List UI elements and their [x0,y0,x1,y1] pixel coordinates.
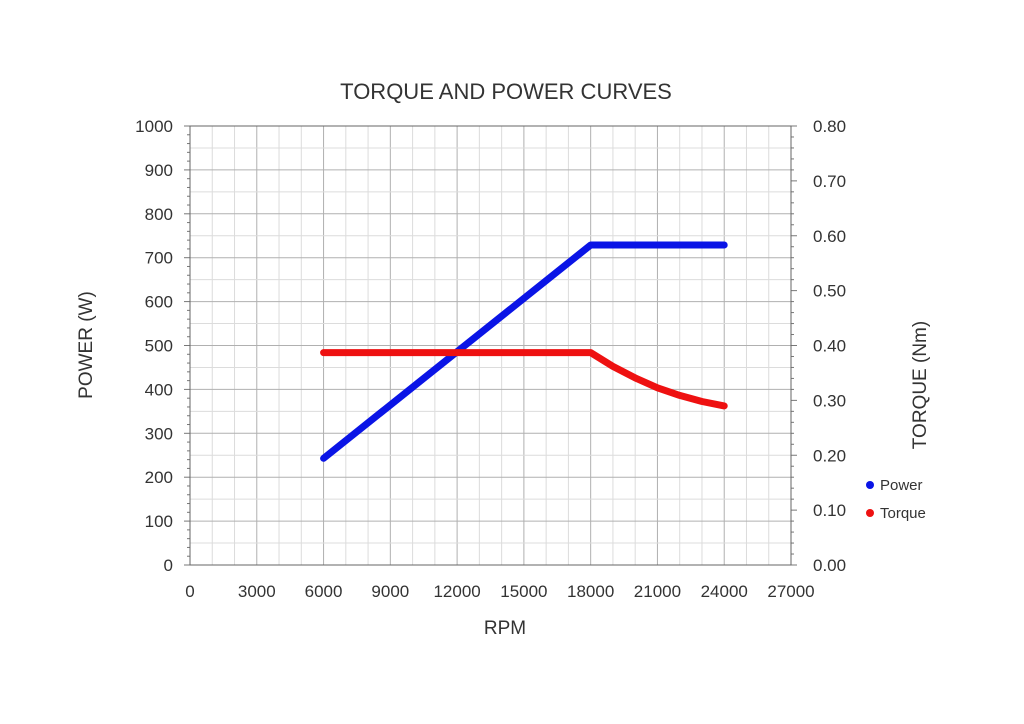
left-y-tick-label: 600 [145,293,173,312]
x-tick-label: 0 [185,582,194,601]
series-line-power [320,241,728,462]
left-y-axis-title: POWER (W) [76,291,97,399]
right-y-tick-label: 0.80 [813,117,846,136]
right-y-tick-labels: 0.00 0.10 0.20 0.30 0.40 0.50 0.60 0.70 0.80 [813,117,846,575]
x-tick-label: 27000 [767,582,814,601]
legend: Power Torque [866,477,926,522]
left-y-tick-label: 400 [145,380,173,399]
right-y-tick-label: 0.10 [813,501,846,520]
left-y-tick-label: 700 [145,249,173,268]
x-tick-label: 18000 [567,582,614,601]
x-axis-title: RPM [484,618,526,639]
left-y-tick-label: 500 [145,337,173,356]
legend-marker-power [866,481,874,489]
left-y-tick-label: 100 [145,512,173,531]
x-tick-label: 15000 [500,582,547,601]
legend-marker-torque [866,509,874,517]
left-y-tick-label: 800 [145,205,173,224]
plot-frame [189,125,792,566]
x-tick-label: 9000 [371,582,409,601]
legend-label-torque: Torque [880,505,926,522]
x-tick-label: 6000 [305,582,343,601]
left-y-tick-label: 0 [164,556,173,575]
chart-title: TORQUE AND POWER CURVES [340,79,672,104]
x-tick-label: 12000 [433,582,480,601]
right-y-tick-label: 0.20 [813,446,846,465]
right-y-tick-label: 0.60 [813,227,846,246]
grid [189,125,792,566]
left-y-tick-label: 200 [145,468,173,487]
left-y-tick-label: 300 [145,424,173,443]
right-y-tick-label: 0.70 [813,172,846,191]
right-y-tick-label: 0.50 [813,282,846,301]
x-tick-label: 3000 [238,582,276,601]
right-y-tick-label: 0.30 [813,391,846,410]
left-y-tick-label: 900 [145,161,173,180]
x-tick-label: 24000 [701,582,748,601]
left-y-tick-labels: 0 100 200 300 400 500 600 700 800 900 1000 [135,117,173,575]
series-line-torque [320,349,728,410]
left-y-tick-label: 1000 [135,117,173,136]
right-y-tick-label: 0.00 [813,556,846,575]
right-y-axis-title: TORQUE (Nm) [910,321,931,449]
x-tick-label: 21000 [634,582,681,601]
legend-label-power: Power [880,477,923,494]
series-lines [320,241,728,462]
x-tick-labels: 0 3000 6000 9000 12000 15000 18000 21000 24000 27… [185,582,814,601]
right-y-tick-label: 0.40 [813,337,846,356]
